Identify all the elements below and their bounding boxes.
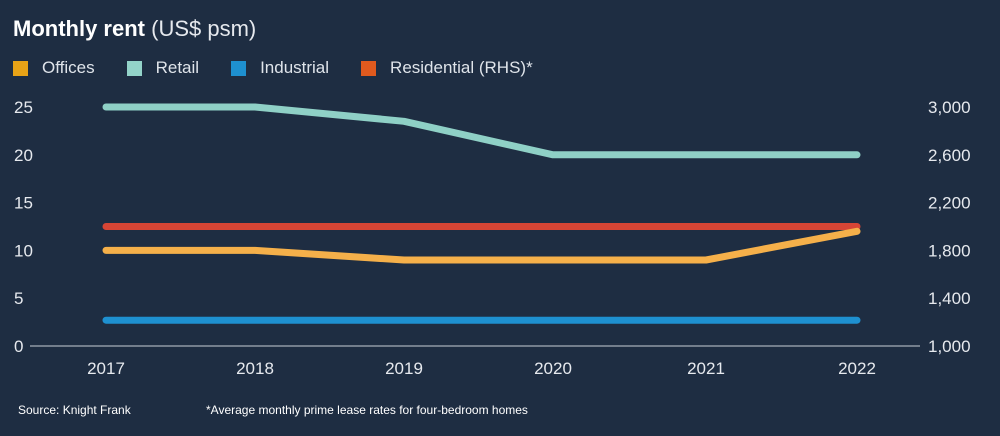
y-right-tick-label: 1,800: [928, 241, 971, 260]
y-left-tick-label: 10: [14, 241, 33, 260]
legend-item-industrial: Industrial: [231, 58, 329, 78]
y-right-tick-label: 2,600: [928, 146, 971, 165]
y-right-tick-label: 1,000: [928, 337, 971, 356]
y-left-tick-label: 20: [14, 146, 33, 165]
legend: Offices Retail Industrial Residential (R…: [13, 58, 565, 78]
legend-label: Offices: [42, 58, 95, 77]
series-line-offices: [102, 227, 861, 264]
y-right-tick-label: 3,000: [928, 98, 971, 117]
x-tick-label: 2020: [534, 359, 572, 378]
x-tick-label: 2018: [236, 359, 274, 378]
y-left-tick-label: 15: [14, 194, 33, 213]
series-line-retail: [102, 103, 861, 159]
y-right-tick-label: 2,200: [928, 194, 971, 213]
legend-label: Industrial: [260, 58, 330, 77]
legend-swatch: [231, 60, 247, 76]
footnote: *Average monthly prime lease rates for f…: [206, 403, 528, 417]
source-note: Source: Knight Frank: [18, 403, 131, 417]
legend-swatch: [13, 60, 28, 76]
legend-item-offices: Offices: [13, 58, 95, 78]
y-right-tick-label: 1,400: [928, 289, 971, 308]
x-tick-label: 2019: [385, 359, 423, 378]
legend-swatch: [361, 60, 377, 76]
chart-title: Monthly rent (US$ psm): [13, 16, 256, 42]
x-tick-label: 2017: [87, 359, 125, 378]
legend-swatch: [126, 60, 142, 76]
y-left-tick-label: 5: [14, 289, 23, 308]
title-main: Monthly rent: [13, 16, 145, 41]
legend-label: Residential (RHS)*: [390, 58, 533, 77]
x-tick-label: 2021: [687, 359, 725, 378]
legend-item-residential: Residential (RHS)*: [361, 58, 533, 78]
y-left-tick-label: 25: [14, 98, 33, 117]
legend-item-retail: Retail: [126, 58, 200, 78]
x-tick-label: 2022: [838, 359, 876, 378]
y-left-tick-label: 0: [14, 337, 23, 356]
legend-label: Retail: [155, 58, 200, 77]
title-unit: (US$ psm): [151, 16, 257, 41]
